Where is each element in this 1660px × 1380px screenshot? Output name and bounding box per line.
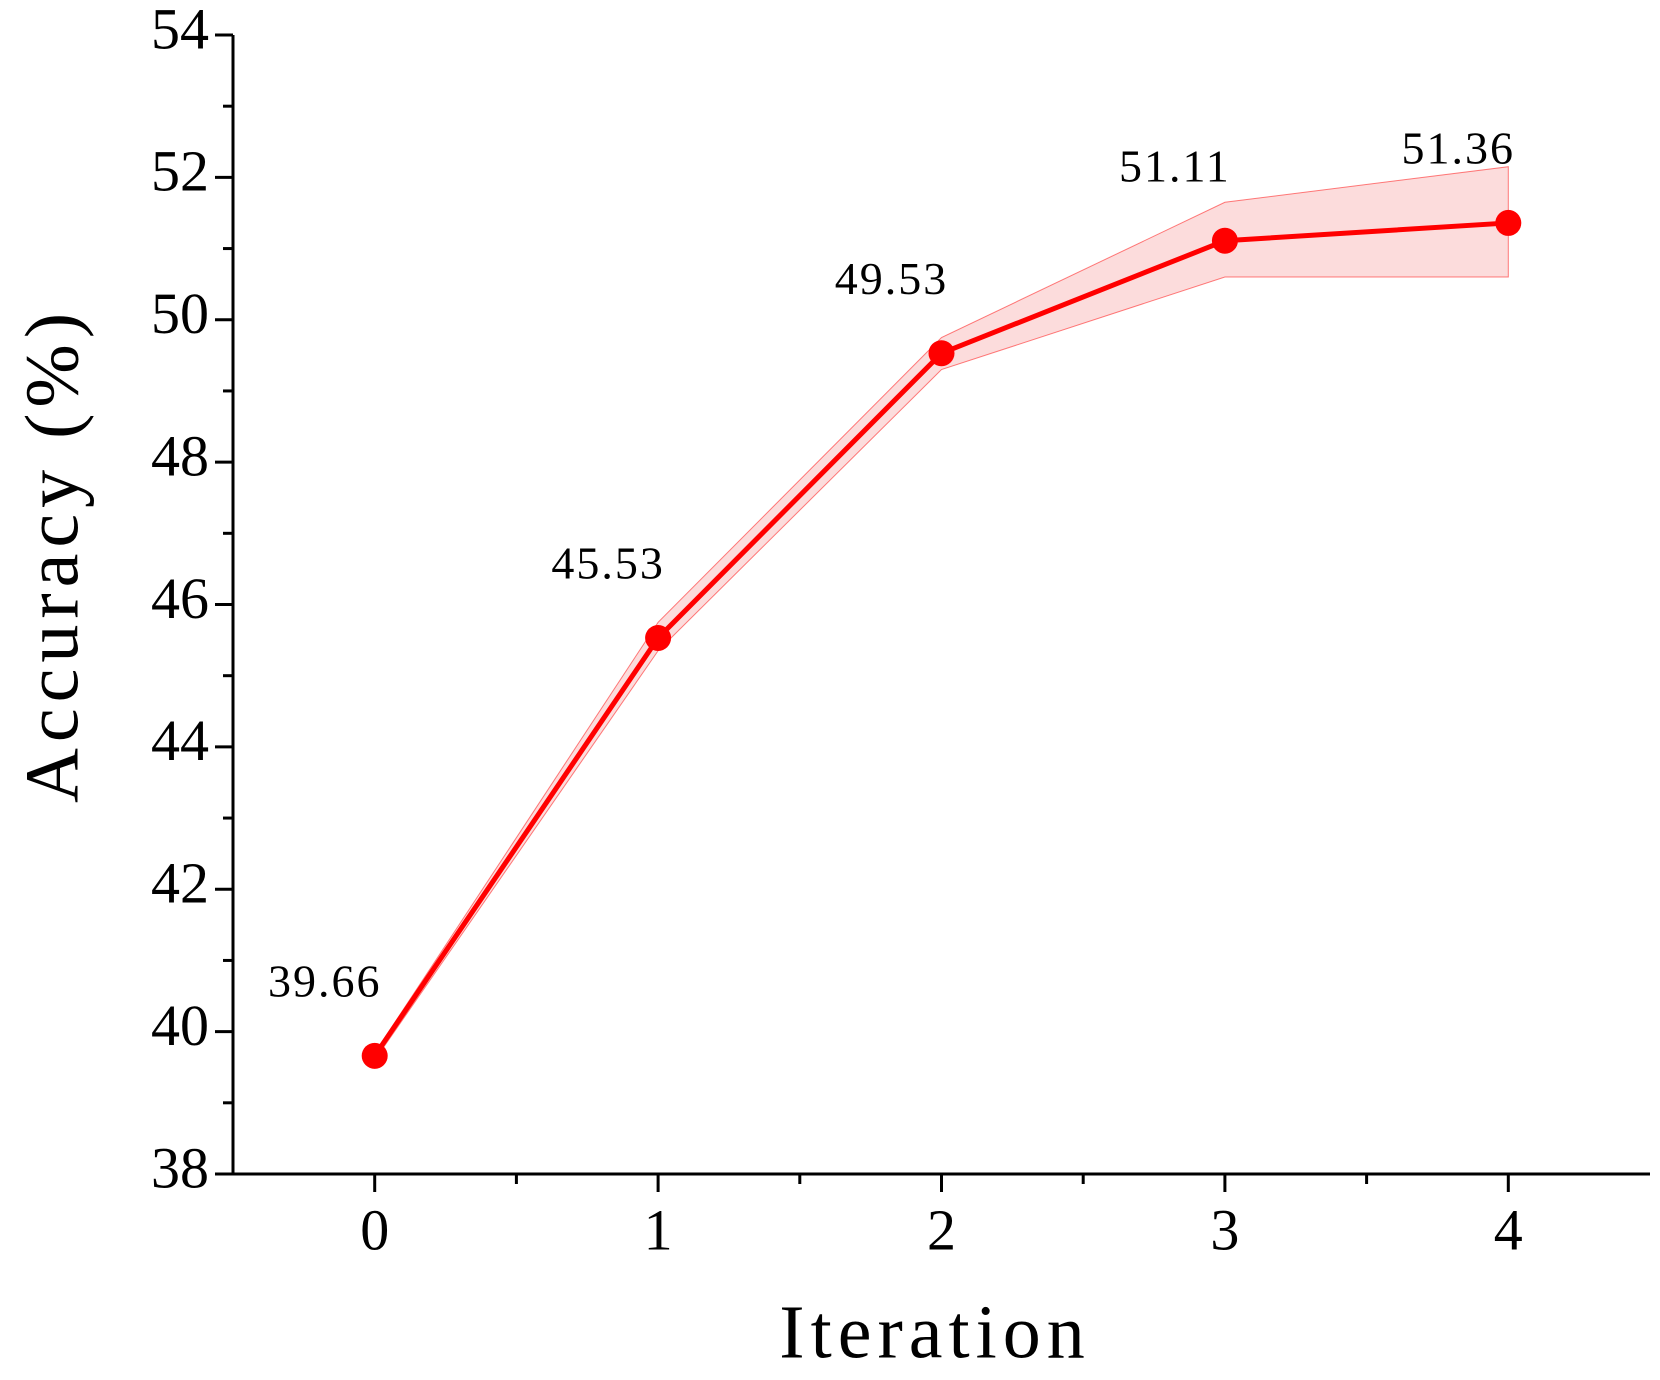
y-tick-label: 50: [151, 281, 209, 346]
y-tick-label: 42: [151, 851, 209, 916]
x-axis-title: Iteration: [779, 1290, 1090, 1374]
y-tick-label: 40: [151, 993, 209, 1058]
point: [928, 340, 955, 367]
y-tick-label: 52: [151, 139, 209, 204]
x-tick-label: 3: [1210, 1197, 1239, 1262]
point: [1495, 209, 1522, 236]
x-tick-label: 1: [644, 1197, 673, 1262]
value-label: 51.36: [1402, 122, 1516, 173]
x-tick-label: 4: [1494, 1197, 1523, 1262]
y-tick-label: 48: [151, 423, 209, 488]
x-tick-label: 0: [360, 1197, 389, 1262]
value-label: 51.11: [1119, 140, 1231, 191]
y-tick-label: 38: [151, 1135, 209, 1200]
point: [1211, 227, 1238, 254]
value-label: 45.53: [551, 538, 665, 589]
value-label: 39.66: [268, 955, 382, 1006]
point: [645, 624, 672, 651]
y-axis-title: Accuracy (%): [10, 307, 94, 803]
y-tick-label: 54: [151, 0, 209, 61]
value-label: 49.53: [835, 253, 949, 304]
x-tick-label: 2: [927, 1197, 956, 1262]
point: [361, 1042, 388, 1069]
y-tick-label: 44: [151, 708, 209, 773]
y-tick-label: 46: [151, 566, 209, 631]
